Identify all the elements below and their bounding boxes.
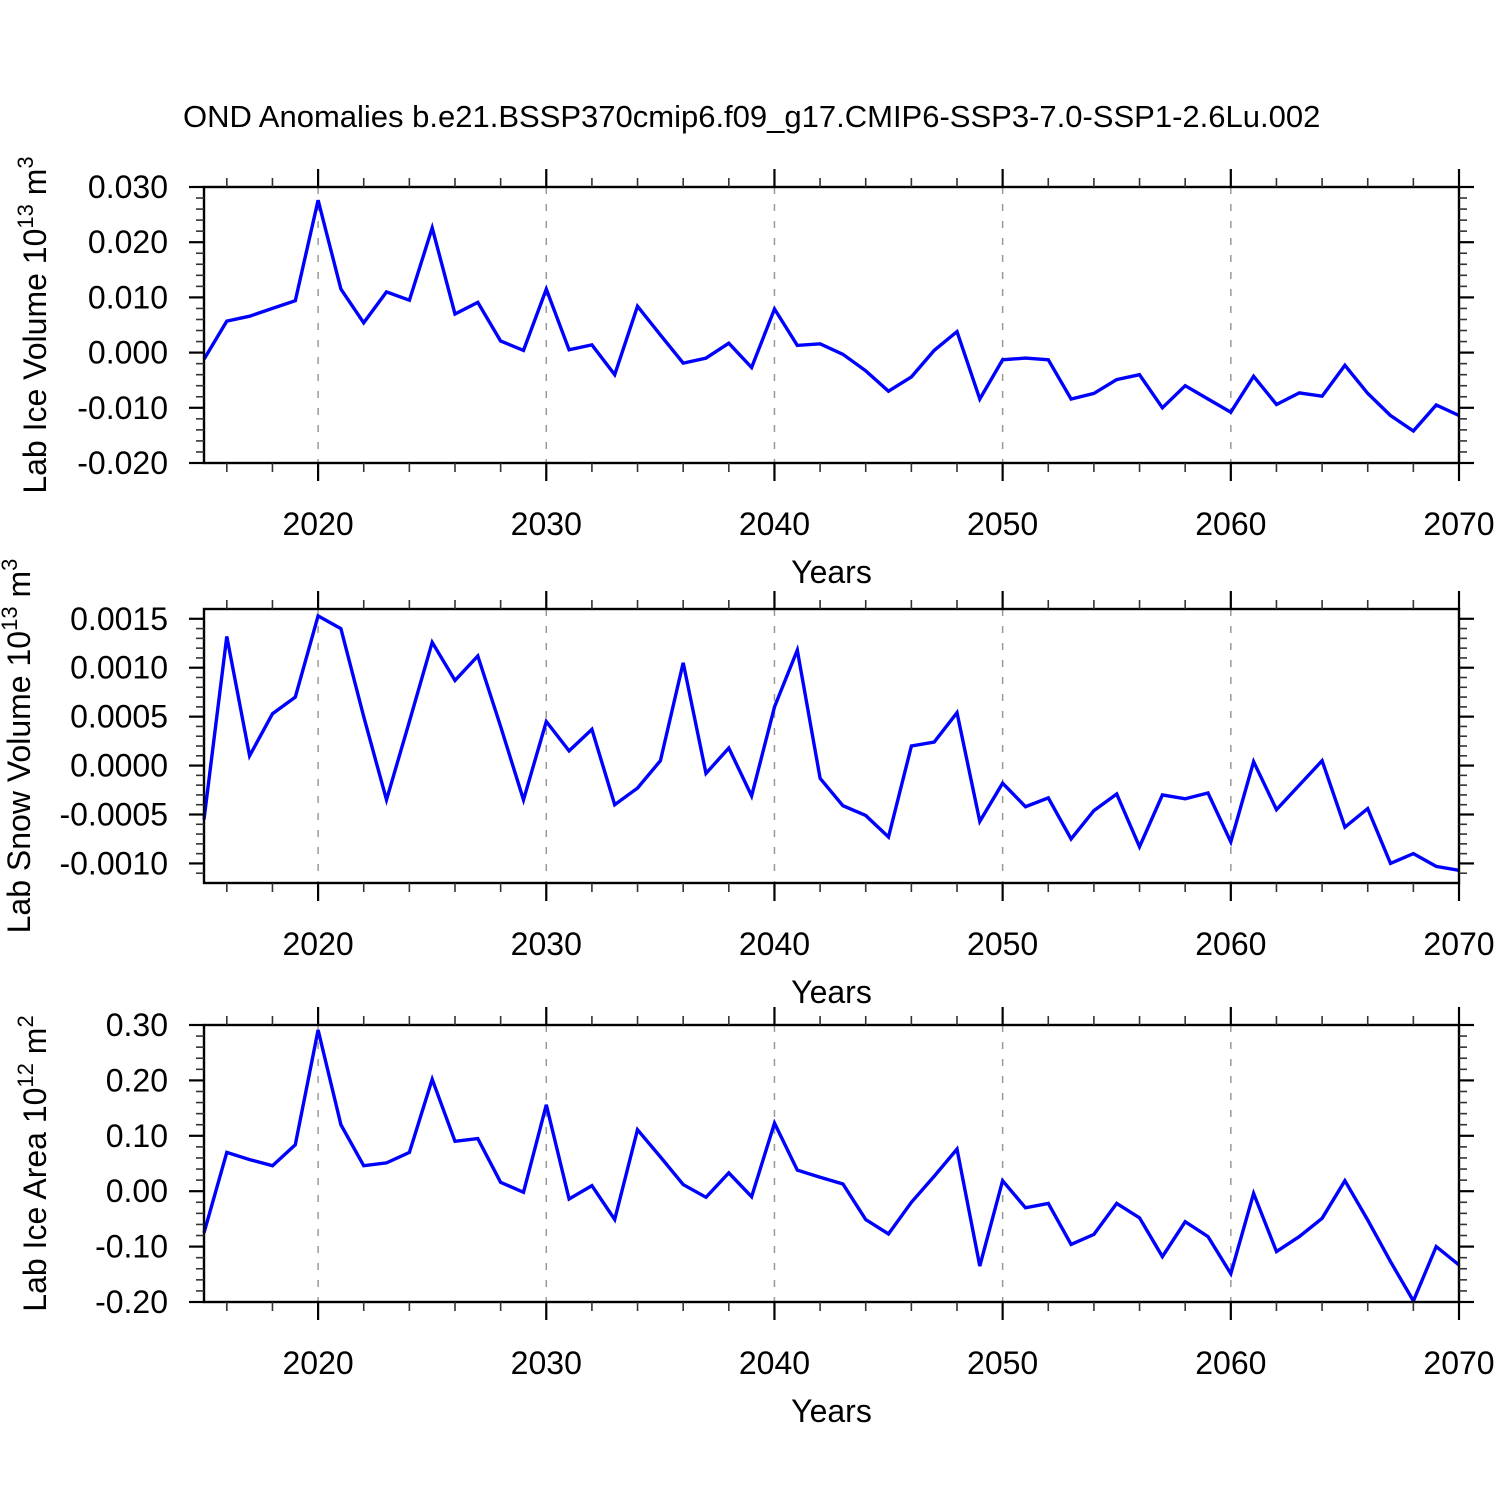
x-axis-title: Years — [791, 974, 872, 1010]
y-tick-label: -0.10 — [95, 1229, 168, 1265]
y-axis-title: Lab Ice Volume 1013 m3 — [13, 156, 53, 493]
x-tick-label: 2050 — [967, 1345, 1038, 1381]
y-tick-label: 0.0010 — [70, 650, 168, 686]
y-tick-label: -0.020 — [77, 445, 168, 481]
x-axis-title: Years — [791, 554, 872, 590]
y-tick-label: 0.010 — [88, 279, 168, 315]
x-tick-label: 2070 — [1423, 506, 1494, 542]
x-tick-label: 2040 — [739, 926, 810, 962]
x-tick-label: 2050 — [967, 926, 1038, 962]
y-tick-label: 0.00 — [106, 1173, 168, 1209]
x-tick-label: 2060 — [1195, 926, 1266, 962]
y-tick-label: 0.030 — [88, 169, 168, 205]
plot-frame — [202, 185, 1461, 465]
y-tick-label: -0.0010 — [59, 845, 168, 881]
x-tick-label: 2020 — [282, 506, 353, 542]
x-axis-title: Years — [791, 1393, 872, 1429]
y-tick-label: 0.000 — [88, 335, 168, 371]
y-tick-label: 0.0015 — [70, 601, 168, 637]
x-tick-label: 2030 — [511, 1345, 582, 1381]
y-tick-label: 0.020 — [88, 224, 168, 260]
panel-lab-snow-volume: 2020 2030 2040 2050 2060 2070 -0.0010 -0.0005 0.… — [0, 559, 1495, 1010]
y-tick-label: 0.30 — [106, 1007, 168, 1043]
x-tick-label: 2030 — [511, 506, 582, 542]
y-tick-label: 0.0000 — [70, 748, 168, 784]
x-tick-label: 2030 — [511, 926, 582, 962]
x-tick-label: 2070 — [1423, 1345, 1494, 1381]
x-tick-label: 2040 — [739, 1345, 810, 1381]
y-tick-label: -0.0005 — [59, 797, 168, 833]
chart-title: OND Anomalies b.e21.BSSP370cmip6.f09_g17… — [183, 99, 1320, 134]
x-tick-label: 2020 — [282, 1345, 353, 1381]
y-axis-title: Lab Ice Area 1012 m2 — [13, 1015, 53, 1311]
y-tick-label: -0.20 — [95, 1284, 168, 1320]
x-tick-label: 2060 — [1195, 1345, 1266, 1381]
y-axis-title: Lab Snow Volume 1013 m3 — [0, 559, 37, 934]
y-tick-label: 0.0005 — [70, 699, 168, 735]
x-tick-label: 2060 — [1195, 506, 1266, 542]
y-tick-label: 0.20 — [106, 1062, 168, 1098]
data-line-lab-ice-volume — [202, 199, 1460, 434]
x-tick-label: 2050 — [967, 506, 1038, 542]
plot-frame — [202, 607, 1461, 885]
x-tick-label: 2040 — [739, 506, 810, 542]
y-tick-label: -0.010 — [77, 390, 168, 426]
x-tick-label: 2020 — [282, 926, 353, 962]
y-tick-label: 0.10 — [106, 1118, 168, 1154]
data-line-lab-snow-volume — [202, 613, 1460, 872]
plot-frame — [202, 1023, 1461, 1304]
panel-lab-ice-area: 2020 2030 2040 2050 2060 2070 -0.20 -0.10 0.00 0.… — [13, 1007, 1495, 1429]
x-tick-label: 2070 — [1423, 926, 1494, 962]
panel-lab-ice-volume: 2020 2030 2040 2050 2060 2070 -0.020 -0.010 0.00… — [13, 156, 1495, 590]
data-line-lab-ice-area — [202, 1029, 1461, 1305]
